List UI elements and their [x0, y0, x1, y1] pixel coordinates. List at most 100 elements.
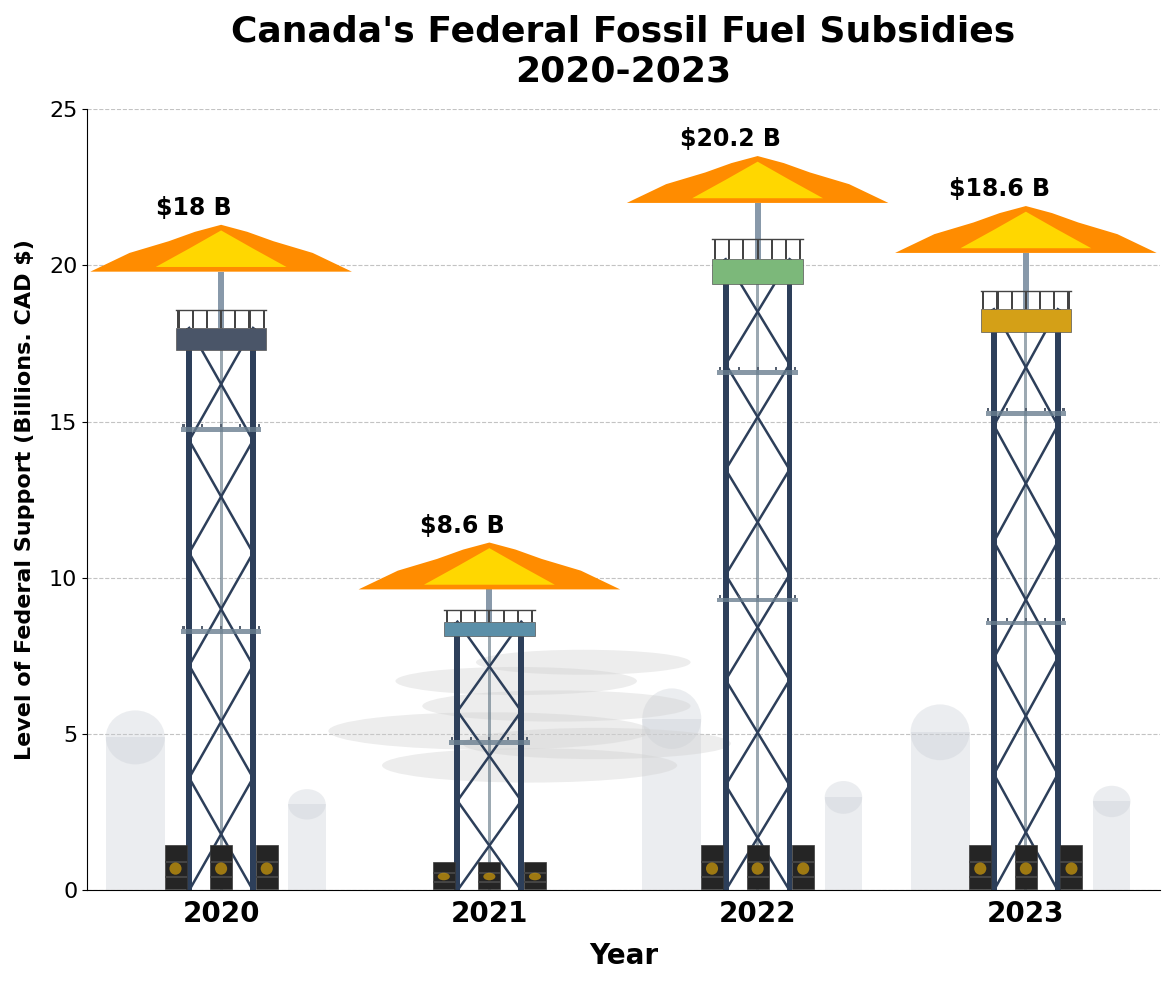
Bar [181, 629, 261, 634]
Bar [969, 876, 992, 879]
Circle shape [329, 712, 650, 750]
Bar [701, 876, 723, 879]
Bar [969, 845, 992, 889]
Bar [911, 732, 969, 890]
Bar [718, 598, 798, 603]
Bar [201, 424, 203, 427]
Bar [206, 310, 208, 328]
Bar [1015, 845, 1036, 889]
Bar [176, 328, 267, 351]
Bar [746, 876, 768, 879]
Bar [794, 595, 797, 598]
Bar [488, 622, 491, 890]
Bar [474, 611, 476, 622]
Bar [478, 872, 501, 874]
X-axis label: Year: Year [589, 942, 658, 970]
Ellipse shape [483, 873, 496, 881]
Bar [518, 622, 524, 890]
Bar [1043, 618, 1046, 621]
Bar [1093, 802, 1130, 890]
Bar [746, 845, 768, 889]
Bar [794, 367, 797, 370]
Bar [718, 370, 798, 375]
Bar [210, 845, 233, 889]
Bar [799, 239, 801, 259]
Bar [257, 424, 260, 427]
Ellipse shape [825, 781, 862, 814]
Bar [1039, 291, 1041, 309]
Ellipse shape [169, 863, 182, 875]
Bar [1025, 409, 1027, 412]
Bar [187, 328, 193, 890]
Bar [743, 239, 745, 259]
Bar [1025, 618, 1027, 621]
Bar [508, 737, 509, 741]
Ellipse shape [1093, 786, 1130, 818]
Bar [526, 737, 528, 741]
Bar [478, 882, 501, 883]
Bar [192, 310, 194, 328]
Ellipse shape [797, 863, 810, 875]
Bar [445, 611, 448, 622]
Bar [489, 611, 490, 622]
Bar [288, 805, 325, 890]
Ellipse shape [643, 689, 701, 749]
Bar [701, 861, 723, 863]
Bar [643, 719, 701, 890]
Bar [1053, 291, 1055, 309]
Bar [256, 845, 277, 889]
Bar [754, 203, 760, 259]
Bar [1055, 309, 1061, 890]
Bar [1061, 845, 1082, 889]
Bar [263, 310, 264, 328]
Bar [165, 876, 187, 879]
Bar [478, 862, 501, 889]
Bar [712, 259, 803, 285]
Bar [459, 611, 462, 622]
Text: $18 B: $18 B [156, 196, 233, 220]
Bar [1015, 861, 1036, 863]
Bar [210, 861, 233, 863]
Text: $8.6 B: $8.6 B [421, 514, 505, 538]
Bar [757, 595, 759, 598]
Circle shape [382, 749, 677, 782]
Bar [738, 595, 740, 598]
Bar [432, 882, 455, 883]
Bar [1061, 861, 1082, 863]
Ellipse shape [529, 873, 540, 881]
Ellipse shape [288, 789, 325, 820]
Y-axis label: Level of Federal Support (Billions. CAD $): Level of Federal Support (Billions. CAD … [15, 239, 35, 760]
Bar [531, 611, 533, 622]
Bar [1006, 409, 1008, 412]
Polygon shape [895, 206, 1156, 253]
Bar [986, 621, 1066, 625]
Bar [1006, 618, 1008, 621]
Bar [177, 310, 180, 328]
Bar [210, 876, 233, 879]
Bar [792, 845, 814, 889]
Bar [256, 876, 277, 879]
Bar [503, 611, 504, 622]
Bar [785, 239, 787, 259]
Ellipse shape [911, 704, 969, 760]
Bar [524, 882, 546, 883]
Ellipse shape [261, 863, 273, 875]
Bar [234, 310, 236, 328]
Bar [719, 367, 721, 370]
Bar [771, 239, 773, 259]
Polygon shape [90, 225, 351, 272]
Bar [1015, 876, 1036, 879]
Bar [986, 412, 1066, 416]
Circle shape [476, 650, 691, 675]
Bar [239, 626, 241, 629]
Ellipse shape [752, 863, 764, 875]
Bar [738, 367, 740, 370]
Bar [250, 328, 256, 890]
Bar [220, 626, 222, 629]
Bar [106, 738, 165, 890]
Polygon shape [960, 212, 1092, 248]
Polygon shape [424, 549, 555, 585]
Bar [181, 427, 261, 431]
Bar [728, 239, 730, 259]
Bar [182, 424, 184, 427]
